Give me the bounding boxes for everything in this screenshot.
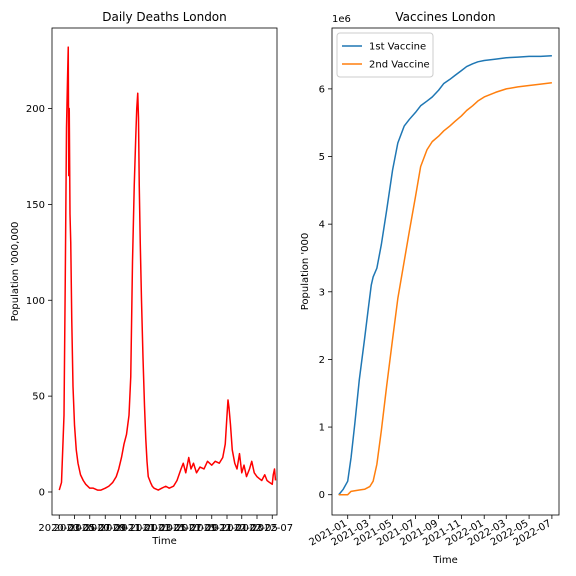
x-tick-label: 2022-03 (221, 523, 263, 534)
x-tick-label: 2021-01 (115, 523, 157, 534)
chart-title: Vaccines London (395, 10, 495, 24)
y-tick-label: 100 (26, 296, 45, 307)
y-axis-label: Population '000 (300, 233, 311, 311)
y-offset-label: 1e6 (332, 14, 351, 25)
x-axis-label: Time (432, 555, 457, 566)
legend-box (336, 32, 434, 78)
axes-frame (331, 27, 560, 516)
x-tick-label: 2020-11 (100, 523, 142, 534)
chart-title: Daily Deaths London (102, 10, 227, 24)
x-tick-label: 2021-03 (130, 523, 172, 534)
x-tick-label: 2022-05 (236, 523, 278, 534)
y-tick-label: 0 (319, 490, 325, 501)
legend: 1st Vaccine 2nd Vaccine (336, 32, 434, 78)
chart-panel-1: Daily Deaths London0501001502002020-0320… (10, 10, 293, 547)
series-line-1 (338, 54, 552, 496)
y-tick-label: 3 (319, 287, 325, 298)
y-tick-label: 2 (319, 355, 325, 366)
legend-label-1: 1st Vaccine (369, 42, 426, 53)
x-tick-label: 2021-07 (160, 523, 202, 534)
x-axis-label: Time (151, 536, 176, 547)
x-tick-label: 2022-07 (251, 523, 293, 534)
x-tick-label: 2020-09 (84, 523, 126, 534)
y-axis-label: Population '000,000 (10, 222, 21, 322)
x-tick-label: 2021-05 (145, 523, 187, 534)
y-tick-label: 0 (39, 487, 45, 498)
y-tick-label: 6 (319, 84, 325, 95)
axes-frame (51, 27, 278, 516)
y-tick-label: 1 (319, 423, 325, 434)
y-tick-label: 200 (26, 104, 45, 115)
y-tick-label: 150 (26, 200, 45, 211)
x-tick-label: 2022-01 (206, 523, 248, 534)
series-line-2 (338, 82, 552, 496)
legend-label-2: 2nd Vaccine (369, 60, 430, 71)
x-tick-label: 2020-07 (69, 523, 111, 534)
x-tick-label: 2021-11 (191, 523, 233, 534)
x-tick-label: 2020-05 (54, 523, 96, 534)
x-tick-label: 2021-09 (176, 523, 218, 534)
x-tick-label: 2020-03 (38, 523, 80, 534)
series-line-1 (58, 46, 277, 491)
y-tick-label: 4 (319, 220, 325, 231)
chart-panel-2: Vaccines London01234562021-012021-032021… (300, 10, 560, 566)
y-tick-label: 5 (319, 152, 325, 163)
y-tick-label: 50 (32, 392, 45, 403)
